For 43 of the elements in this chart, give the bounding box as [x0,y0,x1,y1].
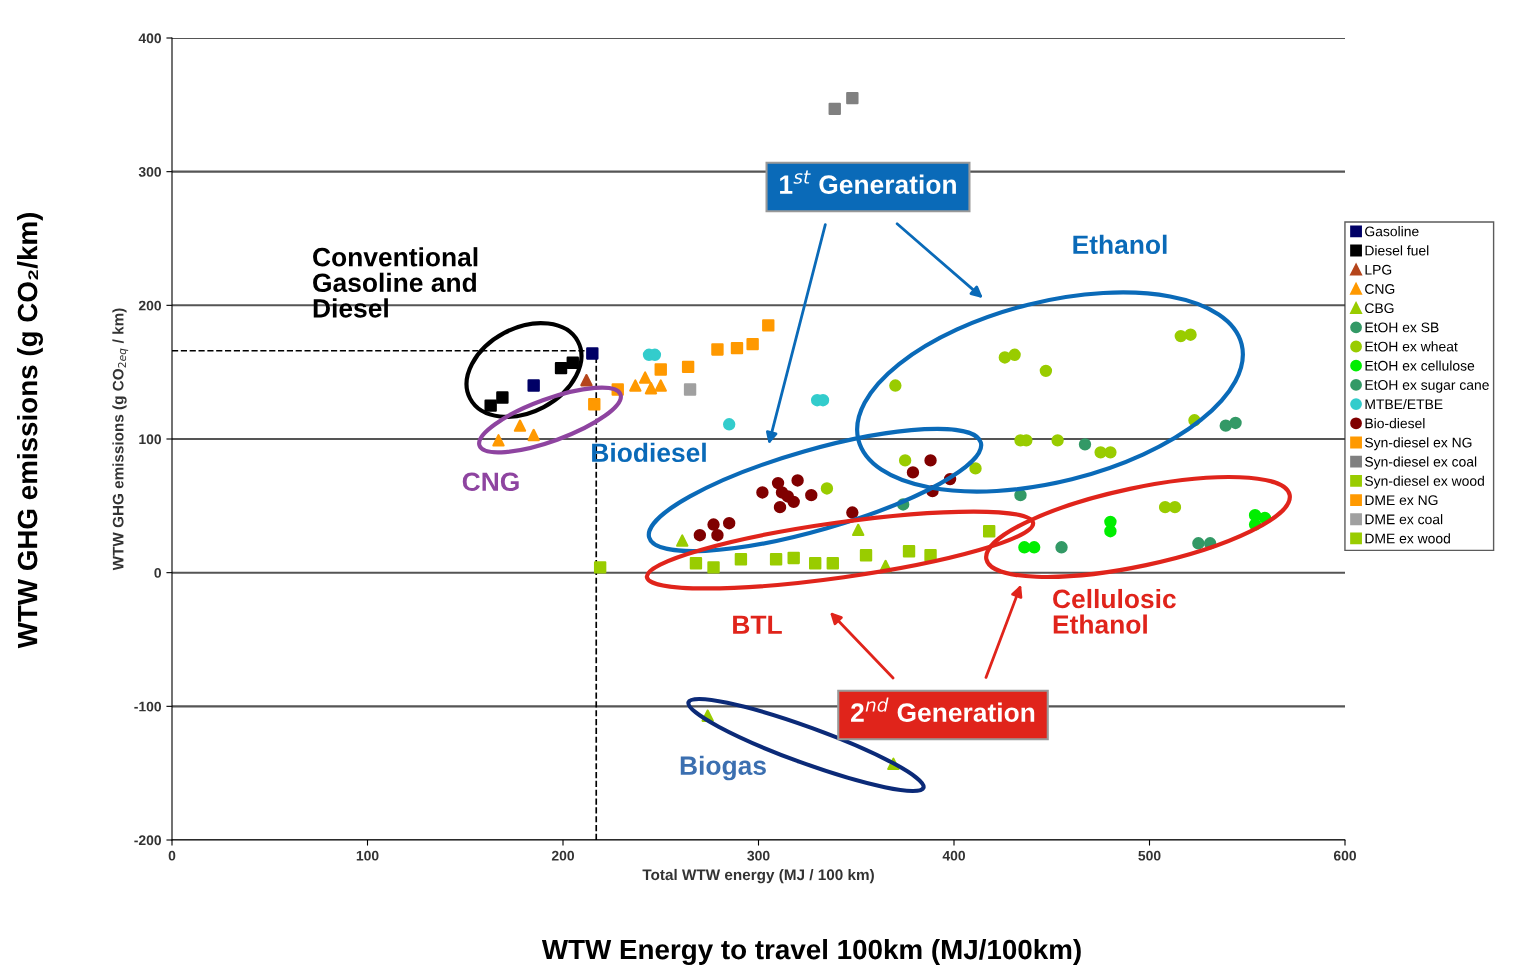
x-tick-label: 400 [942,850,966,861]
annotation: BTL [733,615,782,634]
legend-label: Syn-diesel ex NG [1365,437,1472,451]
annotation: Cellulosic Ethanol [1053,588,1176,634]
y-tick-label: 400 [138,33,162,44]
x-tick-label: 300 [747,850,770,861]
y-tick-label: 200 [138,300,162,311]
legend-label: Gasoline [1365,226,1419,237]
annotation: Ethanol [1073,234,1167,255]
annotation: 1$^{st}$ Generation [780,170,956,194]
y-tick-label: -100 [134,701,162,712]
legend-label: Syn-diesel ex wood [1365,475,1484,489]
text: WTW Energy to travel 100km (MJ/100km) [541,938,1081,966]
y-axis-title: WTW GHG emissions (g CO$_{2eq}$ / km) [112,308,129,571]
legend-label: MTBE/ETBE [1365,398,1443,410]
x-tick-label: 600 [1333,850,1357,861]
legend-label: LPG [1365,264,1392,275]
legend-label: EtOH ex sugar cane [1365,380,1489,393]
legend-label: CNG [1365,284,1395,294]
x-tick-label: 100 [356,850,379,861]
y-tick-label: 0 [154,568,162,578]
legend-label: Bio-diesel [1365,418,1425,429]
x-axis-title: Total WTW energy (MJ / 100 km) [642,868,874,884]
y-tick-label: 300 [138,167,162,177]
annotation: Biogas [680,755,766,781]
annotation: CNG [462,472,519,492]
text: WTW GHG emissions (g CO₂/km) [16,213,44,649]
x-tick-label: 200 [551,850,575,861]
legend-label: EtOH ex cellulose [1365,360,1475,371]
legend-label: EtOH ex SB [1365,322,1439,333]
x-tick-label: 500 [1138,850,1161,861]
legend-label: Diesel fuel [1365,245,1429,256]
legend-label: DME ex coal [1365,514,1443,525]
legend-label: CBG [1365,303,1394,314]
y-tick-label: 100 [139,434,162,445]
legend-label: DME ex wood [1365,533,1450,544]
annotation: Biodiesel [592,442,706,463]
legend-label: Syn-diesel ex coal [1365,456,1477,470]
y-tick-label: -200 [134,835,162,846]
legend-label: EtOH ex wheat [1365,341,1458,352]
annotation: 2$^{nd}$ Generation [851,697,1035,722]
legend-label: DME ex NG [1365,495,1438,506]
x-tick-label: 0 [168,850,176,861]
